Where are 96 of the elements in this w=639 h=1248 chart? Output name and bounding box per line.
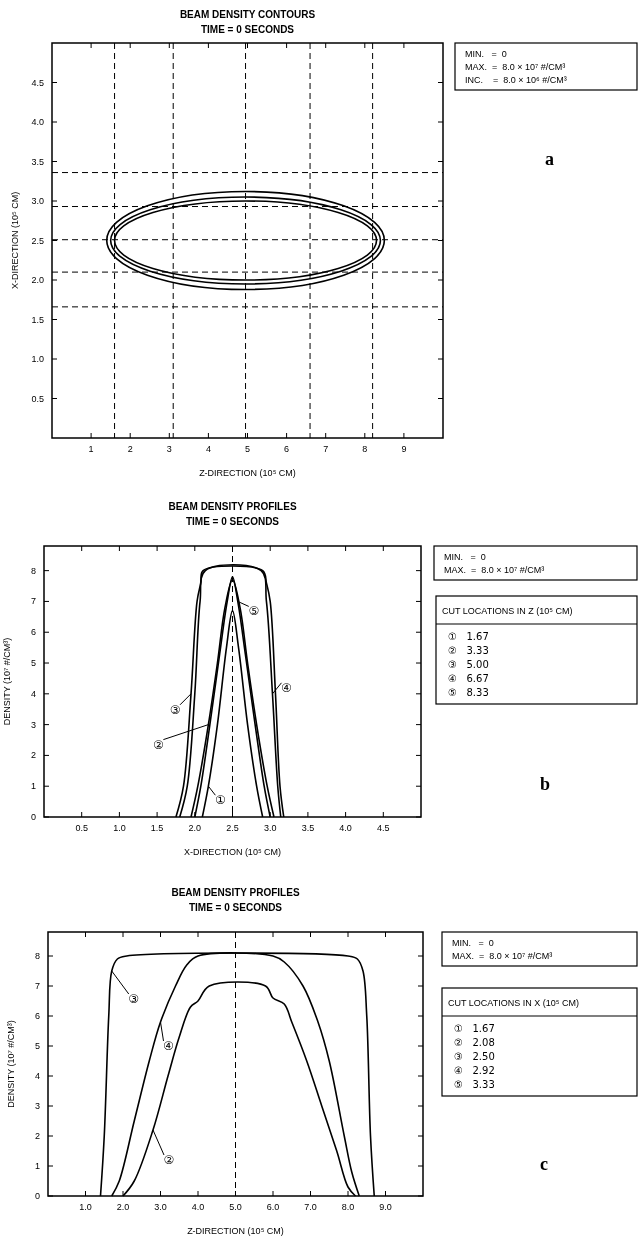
y-tick-label: 6: [34, 1011, 40, 1021]
text: ② 3.33: [448, 645, 489, 656]
text: c: [540, 1154, 548, 1174]
y-tick-label: 2.5: [31, 235, 44, 246]
y-tick-label: 1: [30, 781, 36, 792]
y-tick-label: 3: [34, 1101, 40, 1111]
text: ⑤ 3.33: [454, 1079, 495, 1090]
y-tick-label: 1.0: [31, 354, 44, 364]
x-tick-label: 8.0: [341, 1202, 355, 1212]
x-tick-label: 4.0: [191, 1202, 205, 1212]
y-tick-label: 0.5: [31, 393, 44, 404]
x-tick-label: 9: [401, 444, 407, 454]
chart-subtitle: TIME = 0 SECONDS: [185, 516, 280, 527]
x-tick-label: 5.0: [229, 1202, 242, 1212]
text: ① 1.67: [454, 1023, 495, 1034]
text: ④ 2.92: [454, 1065, 495, 1076]
chart-subtitle: TIME = 0 SECONDS: [188, 902, 283, 913]
text: ③ 2.50: [454, 1051, 495, 1062]
legend-label: ④: [163, 1039, 174, 1053]
y-tick-label: 8: [34, 951, 40, 961]
text: MIN. = 0: [452, 938, 494, 948]
text: MAX. = 8.0 × 10⁷ #/CM³: [444, 565, 545, 575]
x-axis-title: X-DIRECTION (10⁵ CM): [183, 847, 282, 857]
y-axis-title: DENSITY (10⁷ #/CM³): [6, 1020, 16, 1108]
y-tick-label: 0: [34, 1191, 40, 1201]
x-tick-label: 3.5: [301, 823, 315, 833]
text: b: [540, 774, 551, 794]
text: ④ 6.67: [448, 673, 489, 684]
text: a: [545, 149, 554, 169]
x-tick-label: 3.0: [263, 823, 277, 833]
x-tick-label: 2.0: [188, 823, 202, 833]
text: MAX. = 8.0 × 10⁷ #/CM³: [452, 951, 553, 961]
legend-label: ③: [169, 702, 181, 717]
x-tick-label: 6: [284, 444, 290, 454]
text: INC. = 8.0 × 10⁶ #/CM³: [465, 75, 567, 85]
text: MIN. = 0: [444, 552, 486, 562]
y-tick-label: 7: [30, 596, 36, 607]
text: ⑤ 8.33: [448, 687, 489, 698]
x-tick-label: 9.0: [379, 1202, 392, 1212]
x-tick-label: 3: [166, 444, 172, 454]
x-tick-label: 4: [205, 444, 211, 454]
x-tick-label: 6.0: [266, 1202, 280, 1212]
y-tick-label: 4.0: [31, 117, 44, 127]
y-tick-label: 1.5: [31, 314, 44, 325]
legend-title: CUT LOCATIONS IN X (10⁵ CM): [448, 998, 579, 1008]
text: MAX. = 8.0 × 10⁷ #/CM³: [465, 62, 566, 72]
y-tick-label: 0: [30, 812, 36, 822]
y-tick-label: 3.0: [31, 196, 44, 206]
y-tick-label: 4: [34, 1071, 40, 1081]
text: ②: [152, 737, 164, 752]
y-tick-label: 6: [30, 627, 36, 638]
y-tick-label: 5: [30, 658, 36, 669]
legend-title: CUT LOCATIONS IN Z (10⁵ CM): [442, 606, 573, 616]
x-tick-label: 2: [127, 444, 133, 454]
x-axis-title: Z-DIRECTION (10⁵ CM): [187, 1226, 284, 1236]
chart-title: BEAM DENSITY CONTOURS: [179, 9, 316, 20]
x-tick-label: 1.0: [79, 1202, 92, 1212]
x-tick-label: 0.5: [75, 823, 88, 833]
x-tick-label: 1: [88, 444, 94, 454]
y-tick-label: 2: [30, 750, 36, 761]
x-tick-label: 7.0: [304, 1202, 317, 1212]
x-tick-label: 2.5: [226, 823, 239, 833]
x-axis-title: Z-DIRECTION (10⁵ CM): [199, 468, 296, 478]
legend-label: ②: [163, 1153, 175, 1167]
x-tick-label: 7: [323, 444, 329, 454]
series-label: ④: [281, 680, 292, 695]
y-tick-label: 3.5: [31, 156, 44, 167]
x-tick-label: 2.0: [116, 1202, 130, 1212]
x-tick-label: 4.5: [377, 823, 390, 833]
y-tick-label: 5: [34, 1041, 40, 1051]
x-tick-label: 1.5: [150, 823, 164, 833]
chart-title: BEAM DENSITY PROFILES: [171, 887, 300, 898]
y-tick-label: 2.0: [31, 275, 44, 285]
chart-title: BEAM DENSITY PROFILES: [168, 501, 297, 512]
chart-subtitle: TIME = 0 SECONDS: [200, 24, 295, 35]
y-tick-label: 2: [34, 1131, 40, 1141]
y-tick-label: 8: [30, 565, 36, 576]
text: ② 2.08: [454, 1037, 495, 1048]
legend-label: ①: [214, 793, 226, 808]
y-tick-label: 7: [34, 981, 40, 991]
x-tick-label: 1.0: [113, 823, 126, 833]
x-tick-label: 8: [362, 444, 368, 454]
x-tick-label: 5: [244, 444, 251, 454]
y-axis-title: X-DIRECTION (10⁵ CM): [10, 191, 20, 290]
y-tick-label: 1: [34, 1161, 40, 1171]
legend-label: ⑤: [248, 604, 260, 619]
x-tick-label: 4.0: [339, 823, 352, 833]
text: ① 1.67: [448, 631, 489, 642]
text: ③ 5.00: [448, 659, 489, 670]
legend-label: ③: [128, 992, 140, 1006]
y-axis-title: DENSITY (10⁷ #/CM³): [2, 637, 12, 726]
text: MIN. = 0: [465, 49, 507, 59]
x-tick-label: 3.0: [154, 1202, 167, 1212]
y-tick-label: 4.5: [31, 77, 44, 88]
y-tick-label: 4: [30, 688, 36, 699]
y-tick-label: 3: [30, 719, 36, 730]
